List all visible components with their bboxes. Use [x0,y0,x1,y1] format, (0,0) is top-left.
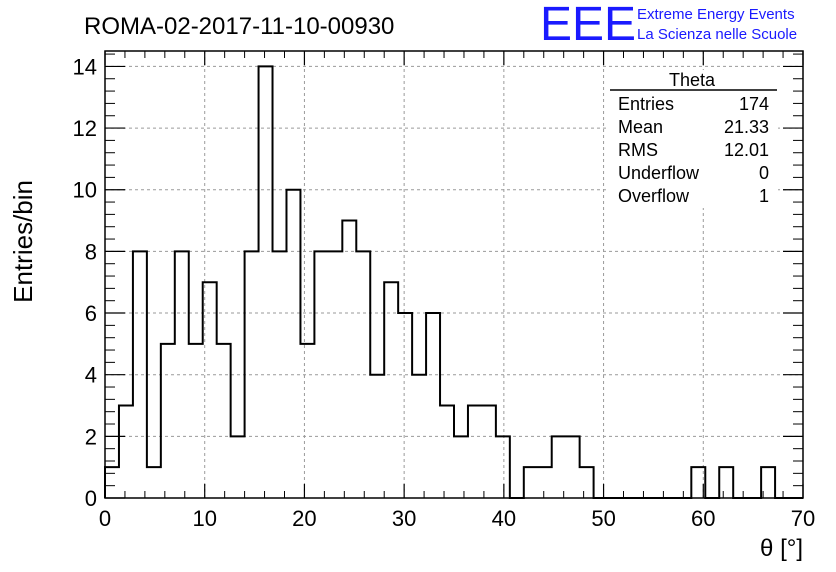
stats-label-overflow: Overflow [618,186,690,206]
stats-box-bg [608,70,778,208]
eee-logo: EEE [540,0,636,51]
y-tick-label: 8 [85,239,97,264]
x-tick-label: 60 [691,506,715,531]
chart-title: ROMA-02-2017-11-10-00930 [84,13,394,40]
y-tick-label: 14 [73,54,97,79]
stats-name: Theta [669,70,716,90]
y-tick-label: 12 [73,116,97,141]
stats-label-entries: Entries [618,94,674,114]
stats-label-underflow: Underflow [618,163,700,183]
y-tick-label: 10 [73,178,97,203]
x-tick-label: 40 [492,506,516,531]
stats-box: Theta Entries 174 Mean 21.33 RMS 12.01 U… [608,70,778,208]
x-tick-label: 10 [192,506,216,531]
x-tick-label: 20 [292,506,316,531]
stats-value-rms: 12.01 [724,140,769,160]
x-tick-label: 70 [791,506,815,531]
x-axis-label: θ [°] [760,535,803,562]
y-tick-label: 2 [85,424,97,449]
logo-line-1: Extreme Energy Events [637,6,795,23]
y-tick-label: 0 [85,486,97,511]
stats-value-entries: 174 [739,94,769,114]
x-tick-label: 30 [392,506,416,531]
stats-value-underflow: 0 [759,163,769,183]
x-tick-label: 0 [99,506,111,531]
y-tick-label: 4 [85,363,97,388]
x-tick-label: 50 [591,506,615,531]
logo-line-2: La Scienza nelle Scuole [637,26,797,43]
y-tick-label: 6 [85,301,97,326]
y-axis-label: Entries/bin [8,180,38,303]
stats-value-overflow: 1 [759,186,769,206]
stats-label-mean: Mean [618,117,663,137]
stats-label-rms: RMS [618,140,658,160]
stats-value-mean: 21.33 [724,117,769,137]
plot-frame [104,50,804,499]
